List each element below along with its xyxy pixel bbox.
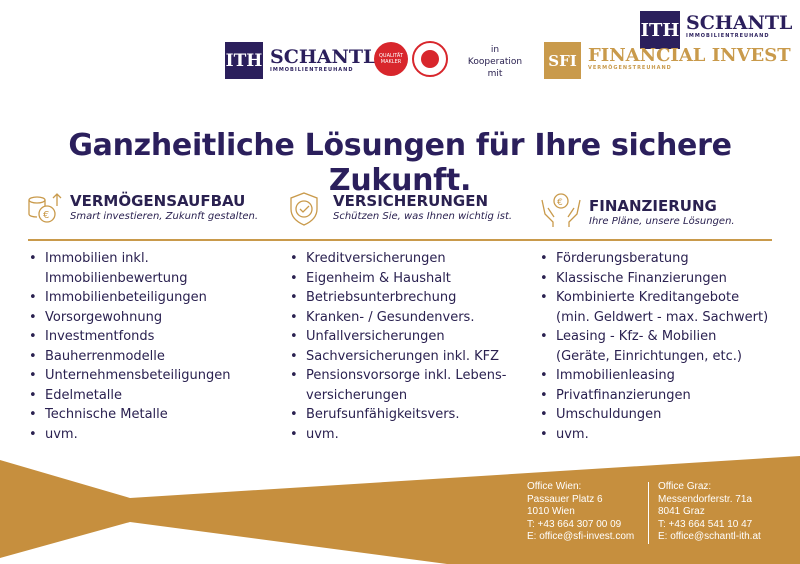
cooperation-text: in Kooperation mit (467, 45, 523, 79)
list-item: (Geräte, Einrichtungen, etc.) (556, 348, 742, 364)
list-item: (min. Geldwert - max. Sachwert) (556, 309, 769, 325)
list-item: Eigenheim & Haushalt (288, 269, 506, 289)
list-item: Privatfinanzierungen (538, 386, 768, 406)
schantl-logo-mark-top: ITH (640, 11, 680, 49)
list-item: uvm. (27, 425, 231, 445)
hands-coin-icon: € (541, 193, 581, 227)
list-item: Kranken- / Gesundenvers. (288, 308, 506, 328)
schantl-logo-mark: ITH (225, 42, 263, 79)
office-wien: Office Wien: Passauer Platz 6 1010 Wien T: … (527, 481, 635, 542)
list-finanzierung: FörderungsberatungKlassische Finanzierun… (538, 249, 768, 444)
schantl-logo: SCHANTL IMMOBILIENTREUHAND (270, 46, 377, 74)
svg-text:€: € (557, 198, 563, 208)
list-item: Klassische Finanzierungen (538, 269, 768, 289)
sfi-logo: FINANCIAL INVEST VERMÖGENSTREUHAND (588, 45, 791, 72)
list-item: Förderungsberatung (538, 249, 768, 269)
headline: Ganzheitliche Lösungen für Ihre sichere … (68, 128, 732, 198)
svg-text:€: € (43, 210, 49, 221)
office-graz: Office Graz: Messendorferstr. 71a 8041 Gra… (658, 481, 761, 542)
list-item: Sachversicherungen inkl. KFZ (288, 347, 506, 367)
list-item: Technische Metalle (27, 405, 231, 425)
list-item: uvm. (288, 425, 506, 445)
list-item: Umschuldungen (538, 405, 768, 425)
coins-euro-icon: € (28, 193, 62, 223)
gold-divider (28, 239, 772, 241)
austrian-eagle-seal (412, 41, 448, 77)
column-header-vermoegensaufbau: VERMÖGENSAUFBAU Smart investieren, Zukunf… (70, 192, 259, 222)
office-divider (648, 482, 649, 544)
list-item: Bauherrenmodelle (27, 347, 231, 367)
list-item: Unfallversicherungen (288, 327, 506, 347)
list-item: Edelmetalle (27, 386, 231, 406)
list-item: Immobilienbewertung (45, 270, 188, 286)
list-item: Betriebsunterbrechung (288, 288, 506, 308)
list-item: Pensionsvorsorge inkl. Lebens- (288, 366, 506, 386)
list-versicherungen: KreditversicherungenEigenheim & Haushalt… (288, 249, 506, 444)
list-item: Vorsorgewohnung (27, 308, 231, 328)
list-item: Kombinierte Kreditangebote (538, 288, 768, 308)
list-item: uvm. (538, 425, 768, 445)
quality-broker-badge: QUALITÄT MAKLER (374, 42, 408, 76)
column-header-finanzierung: FINANZIERUNG Ihre Pläne, unsere Lösungen. (589, 197, 735, 227)
list-item: Immobilienleasing (538, 366, 768, 386)
list-vermoegensaufbau: Immobilien inkl.Immobilienbewertung Immob… (27, 249, 231, 444)
schantl-logo-top: SCHANTL IMMOBILIENTREUHAND (686, 12, 793, 40)
shield-check-icon (290, 192, 318, 226)
sfi-logo-mark: SFI (544, 42, 581, 79)
list-item: Immobilienbeteiligungen (27, 288, 231, 308)
list-item: Immobilien inkl. (27, 249, 231, 269)
list-item: versicherungen (306, 387, 408, 403)
list-item: Leasing - Kfz- & Mobilien (538, 327, 768, 347)
list-item: Investmentfonds (27, 327, 231, 347)
list-item: Kreditversicherungen (288, 249, 506, 269)
list-item: Unternehmensbeteiligungen (27, 366, 231, 386)
column-header-versicherungen: VERSICHERUNGEN Schützen Sie, was Ihnen wi… (333, 192, 513, 222)
list-item: Berufsunfähigkeitsvers. (288, 405, 506, 425)
